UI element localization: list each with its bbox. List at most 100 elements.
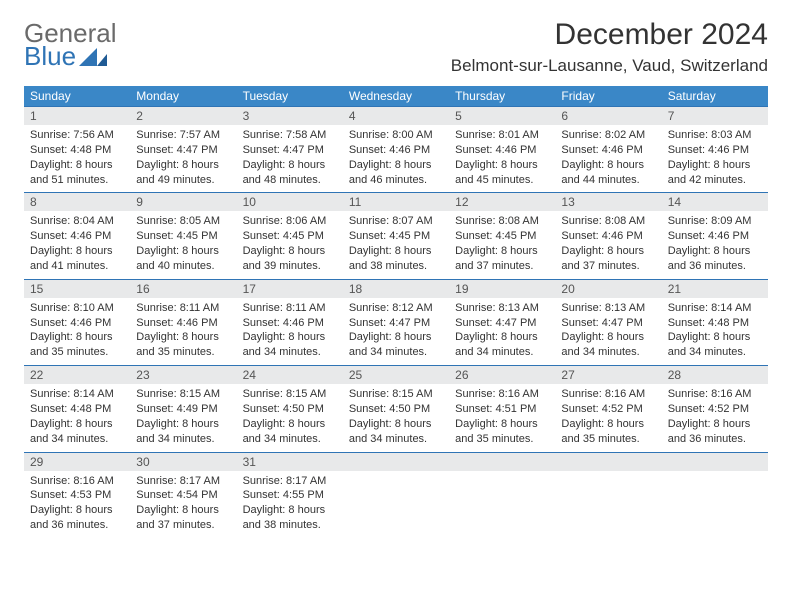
sunset-line: Sunset: 4:54 PM (136, 488, 230, 503)
day-body: Sunrise: 8:04 AMSunset: 4:46 PMDaylight:… (24, 211, 130, 278)
day-cell: 24Sunrise: 8:15 AMSunset: 4:50 PMDayligh… (237, 366, 343, 451)
sunset-line: Sunset: 4:50 PM (243, 402, 337, 417)
day-cell: 6Sunrise: 8:02 AMSunset: 4:46 PMDaylight… (555, 107, 661, 192)
day-number: 21 (662, 280, 768, 298)
day-cell: 5Sunrise: 8:01 AMSunset: 4:46 PMDaylight… (449, 107, 555, 192)
sunset-line: Sunset: 4:46 PM (455, 143, 549, 158)
day-number: 18 (343, 280, 449, 298)
sunrise-line: Sunrise: 8:14 AM (668, 301, 762, 316)
day-number: 24 (237, 366, 343, 384)
sunset-line: Sunset: 4:46 PM (668, 229, 762, 244)
sunset-line: Sunset: 4:47 PM (349, 316, 443, 331)
daylight-line: Daylight: 8 hours and 42 minutes. (668, 158, 762, 188)
day-cell: 20 Sunrise: 8:13 AMSunset: 4:47 PMDayligh… (555, 280, 661, 365)
daylight-line: Daylight: 8 hours and 34 minutes. (136, 417, 230, 447)
day-cell: 28Sunrise: 8:16 AMSunset: 4:52 PMDayligh… (662, 366, 768, 451)
sunrise-line: Sunrise: 7:57 AM (136, 128, 230, 143)
month-title: December 2024 (451, 18, 768, 52)
day-body: Sunrise: 8:17 AMSunset: 4:55 PMDaylight:… (237, 471, 343, 538)
weekday-row: SundayMondayTuesdayWednesdayThursdayFrid… (24, 86, 768, 106)
day-body: Sunrise: 8:09 AMSunset: 4:46 PMDaylight:… (662, 211, 768, 278)
day-cell: 29Sunrise: 8:16 AMSunset: 4:53 PMDayligh… (24, 453, 130, 538)
sunset-line: Sunset: 4:48 PM (30, 143, 124, 158)
sunrise-line: Sunrise: 8:10 AM (30, 301, 124, 316)
sunrise-line: Sunrise: 8:13 AM (561, 301, 655, 316)
day-number: 27 (555, 366, 661, 384)
day-number: 5 (449, 107, 555, 125)
day-number: 16 (130, 280, 236, 298)
daylight-line: Daylight: 8 hours and 36 minutes. (668, 417, 762, 447)
day-number: 4 (343, 107, 449, 125)
day-number: 22 (24, 366, 130, 384)
daylight-line: Daylight: 8 hours and 34 minutes. (243, 417, 337, 447)
weeks-container: 1Sunrise: 7:56 AMSunset: 4:48 PMDaylight… (24, 106, 768, 538)
sunset-line: Sunset: 4:46 PM (30, 316, 124, 331)
day-body: Sunrise: 8:16 AMSunset: 4:52 PMDaylight:… (662, 384, 768, 451)
sunrise-line: Sunrise: 8:17 AM (243, 474, 337, 489)
day-cell: 21 Sunrise: 8:14 AMSunset: 4:48 PMDayligh… (662, 280, 768, 365)
day-body: Sunrise: 8:15 AMSunset: 4:50 PMDaylight:… (237, 384, 343, 451)
day-cell: 8Sunrise: 8:04 AMSunset: 4:46 PMDaylight… (24, 193, 130, 278)
sunrise-line: Sunrise: 8:13 AM (455, 301, 549, 316)
daylight-line: Daylight: 8 hours and 34 minutes. (668, 330, 762, 360)
day-cell: 7Sunrise: 8:03 AMSunset: 4:46 PMDaylight… (662, 107, 768, 192)
sunset-line: Sunset: 4:52 PM (561, 402, 655, 417)
daylight-line: Daylight: 8 hours and 35 minutes. (561, 417, 655, 447)
day-cell: 15Sunrise: 8:10 AMSunset: 4:46 PMDayligh… (24, 280, 130, 365)
day-number: 15 (24, 280, 130, 298)
day-number (343, 453, 449, 471)
day-number: 11 (343, 193, 449, 211)
daylight-line: Daylight: 8 hours and 34 minutes. (561, 330, 655, 360)
week-row: 8Sunrise: 8:04 AMSunset: 4:46 PMDaylight… (24, 192, 768, 278)
daylight-line: Daylight: 8 hours and 36 minutes. (668, 244, 762, 274)
daylight-line: Daylight: 8 hours and 40 minutes. (136, 244, 230, 274)
day-cell: 18Sunrise: 8:12 AMSunset: 4:47 PMDayligh… (343, 280, 449, 365)
daylight-line: Daylight: 8 hours and 36 minutes. (30, 503, 124, 533)
sunset-line: Sunset: 4:45 PM (243, 229, 337, 244)
sunset-line: Sunset: 4:46 PM (136, 316, 230, 331)
daylight-line: Daylight: 8 hours and 37 minutes. (455, 244, 549, 274)
sunrise-line: Sunrise: 8:00 AM (349, 128, 443, 143)
day-cell: 1Sunrise: 7:56 AMSunset: 4:48 PMDaylight… (24, 107, 130, 192)
day-cell: 3Sunrise: 7:58 AMSunset: 4:47 PMDaylight… (237, 107, 343, 192)
sunset-line: Sunset: 4:46 PM (243, 316, 337, 331)
day-cell: 23Sunrise: 8:15 AMSunset: 4:49 PMDayligh… (130, 366, 236, 451)
day-number: 20 (555, 280, 661, 298)
sunset-line: Sunset: 4:48 PM (668, 316, 762, 331)
daylight-line: Daylight: 8 hours and 48 minutes. (243, 158, 337, 188)
sunrise-line: Sunrise: 8:06 AM (243, 214, 337, 229)
day-cell: 10Sunrise: 8:06 AMSunset: 4:45 PMDayligh… (237, 193, 343, 278)
day-number: 23 (130, 366, 236, 384)
daylight-line: Daylight: 8 hours and 37 minutes. (136, 503, 230, 533)
calendar: SundayMondayTuesdayWednesdayThursdayFrid… (24, 86, 768, 538)
weekday-friday: Friday (555, 86, 661, 106)
daylight-line: Daylight: 8 hours and 41 minutes. (30, 244, 124, 274)
day-cell (662, 453, 768, 538)
sunset-line: Sunset: 4:50 PM (349, 402, 443, 417)
day-number: 8 (24, 193, 130, 211)
sunset-line: Sunset: 4:45 PM (136, 229, 230, 244)
day-number: 25 (343, 366, 449, 384)
week-row: 15Sunrise: 8:10 AMSunset: 4:46 PMDayligh… (24, 279, 768, 365)
day-body: Sunrise: 8:14 AMSunset: 4:48 PMDaylight:… (24, 384, 130, 451)
day-cell: 11Sunrise: 8:07 AMSunset: 4:45 PMDayligh… (343, 193, 449, 278)
daylight-line: Daylight: 8 hours and 39 minutes. (243, 244, 337, 274)
day-body: Sunrise: 7:58 AMSunset: 4:47 PMDaylight:… (237, 125, 343, 192)
daylight-line: Daylight: 8 hours and 49 minutes. (136, 158, 230, 188)
day-cell: 16Sunrise: 8:11 AMSunset: 4:46 PMDayligh… (130, 280, 236, 365)
sunset-line: Sunset: 4:47 PM (455, 316, 549, 331)
brand-text: General Blue (24, 22, 117, 69)
day-body: Sunrise: 8:02 AMSunset: 4:46 PMDaylight:… (555, 125, 661, 192)
sunset-line: Sunset: 4:47 PM (561, 316, 655, 331)
day-body: Sunrise: 8:11 AMSunset: 4:46 PMDaylight:… (237, 298, 343, 365)
sunset-line: Sunset: 4:46 PM (561, 143, 655, 158)
day-number (662, 453, 768, 471)
daylight-line: Daylight: 8 hours and 35 minutes. (136, 330, 230, 360)
daylight-line: Daylight: 8 hours and 44 minutes. (561, 158, 655, 188)
weekday-wednesday: Wednesday (343, 86, 449, 106)
sunrise-line: Sunrise: 8:01 AM (455, 128, 549, 143)
weekday-thursday: Thursday (449, 86, 555, 106)
day-cell (555, 453, 661, 538)
week-row: 22Sunrise: 8:14 AMSunset: 4:48 PMDayligh… (24, 365, 768, 451)
day-body: Sunrise: 8:12 AMSunset: 4:47 PMDaylight:… (343, 298, 449, 365)
